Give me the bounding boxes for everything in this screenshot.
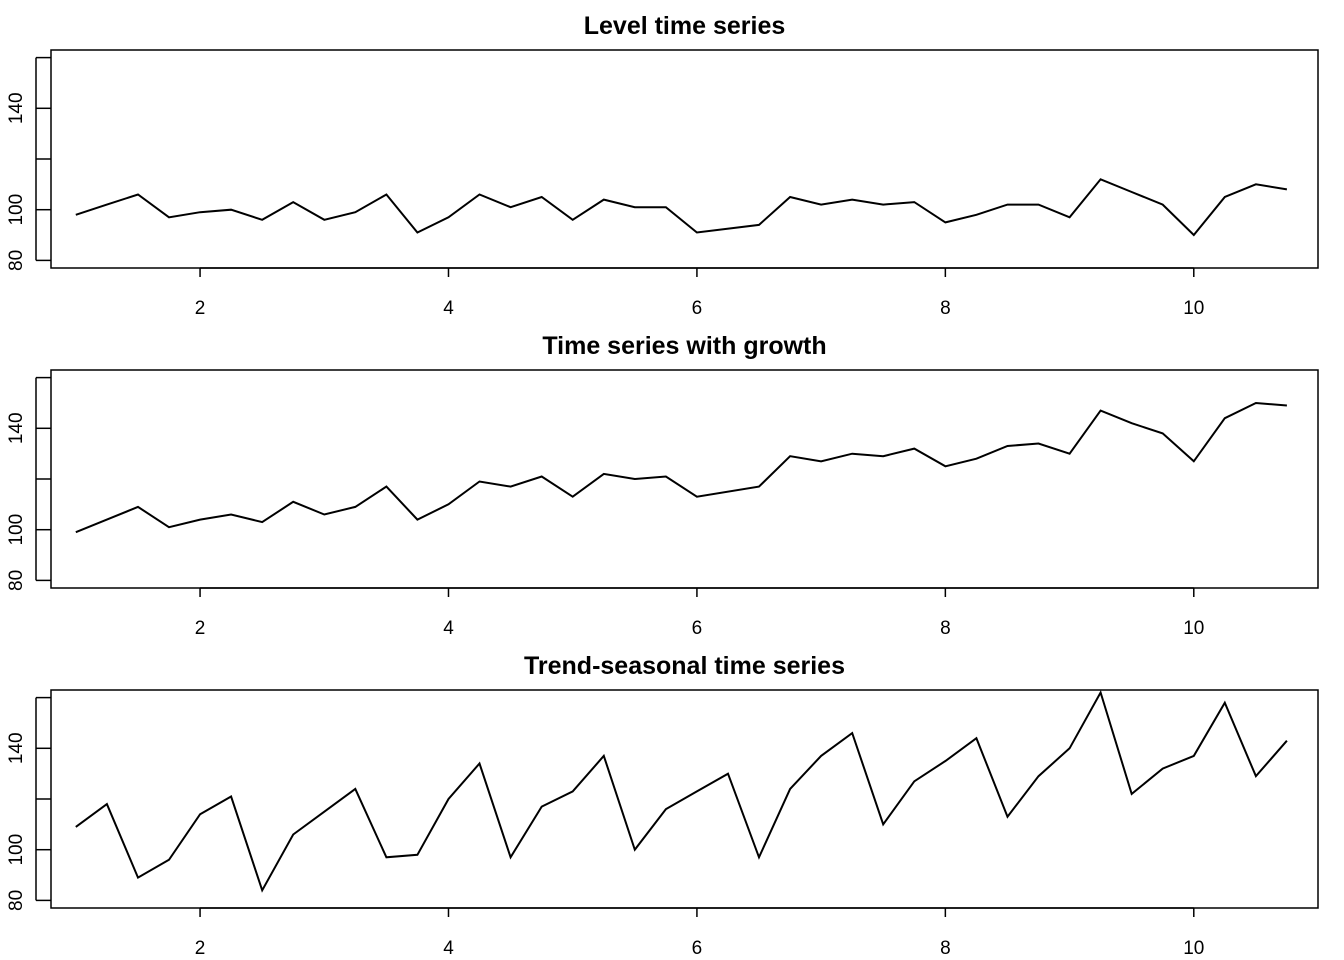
chart-title: Level time series	[584, 12, 786, 40]
series-line	[75, 178, 1288, 237]
x-tick-label: 8	[940, 938, 951, 959]
chart-panel-2: Time series with growth 2 4 6 8 10 80 100 140	[6, 332, 1319, 639]
y-tick-label: 80	[6, 890, 27, 911]
x-tick-label: 10	[1183, 618, 1204, 639]
chart-panel-1: Level time series 2 4 6 8 10 80 100 140	[6, 12, 1319, 319]
y-tick-label: 100	[6, 834, 27, 866]
y-tick-label: 140	[6, 732, 27, 764]
x-tick-label: 8	[940, 618, 951, 639]
chart-title: Trend-seasonal time series	[524, 652, 845, 680]
x-tick-label: 2	[195, 298, 206, 319]
x-tick-label: 10	[1183, 938, 1204, 959]
plot-frame	[50, 49, 1319, 269]
x-tick-label: 2	[195, 938, 206, 959]
plot-frame	[50, 369, 1319, 589]
x-tick-label: 6	[692, 298, 703, 319]
x-tick-label: 10	[1183, 298, 1204, 319]
y-tick-label: 100	[6, 194, 27, 226]
series-line	[75, 689, 1288, 893]
x-tick-label: 6	[692, 618, 703, 639]
y-tick-label: 140	[6, 412, 27, 444]
series-line	[75, 401, 1287, 534]
x-tick-label: 4	[443, 938, 454, 959]
chart-panel-3: Trend-seasonal time series 2 4 6 8 10 80 100 140	[6, 652, 1319, 959]
y-tick-label: 80	[6, 570, 27, 591]
x-tick-label: 8	[940, 298, 951, 319]
chart-title: Time series with growth	[542, 332, 826, 360]
x-tick-label: 4	[443, 618, 454, 639]
x-tick-label: 6	[692, 938, 703, 959]
y-tick-label: 100	[6, 514, 27, 546]
x-tick-label: 2	[195, 618, 206, 639]
x-tick-label: 4	[443, 298, 454, 319]
y-tick-label: 80	[6, 250, 27, 271]
y-tick-label: 140	[6, 92, 27, 124]
